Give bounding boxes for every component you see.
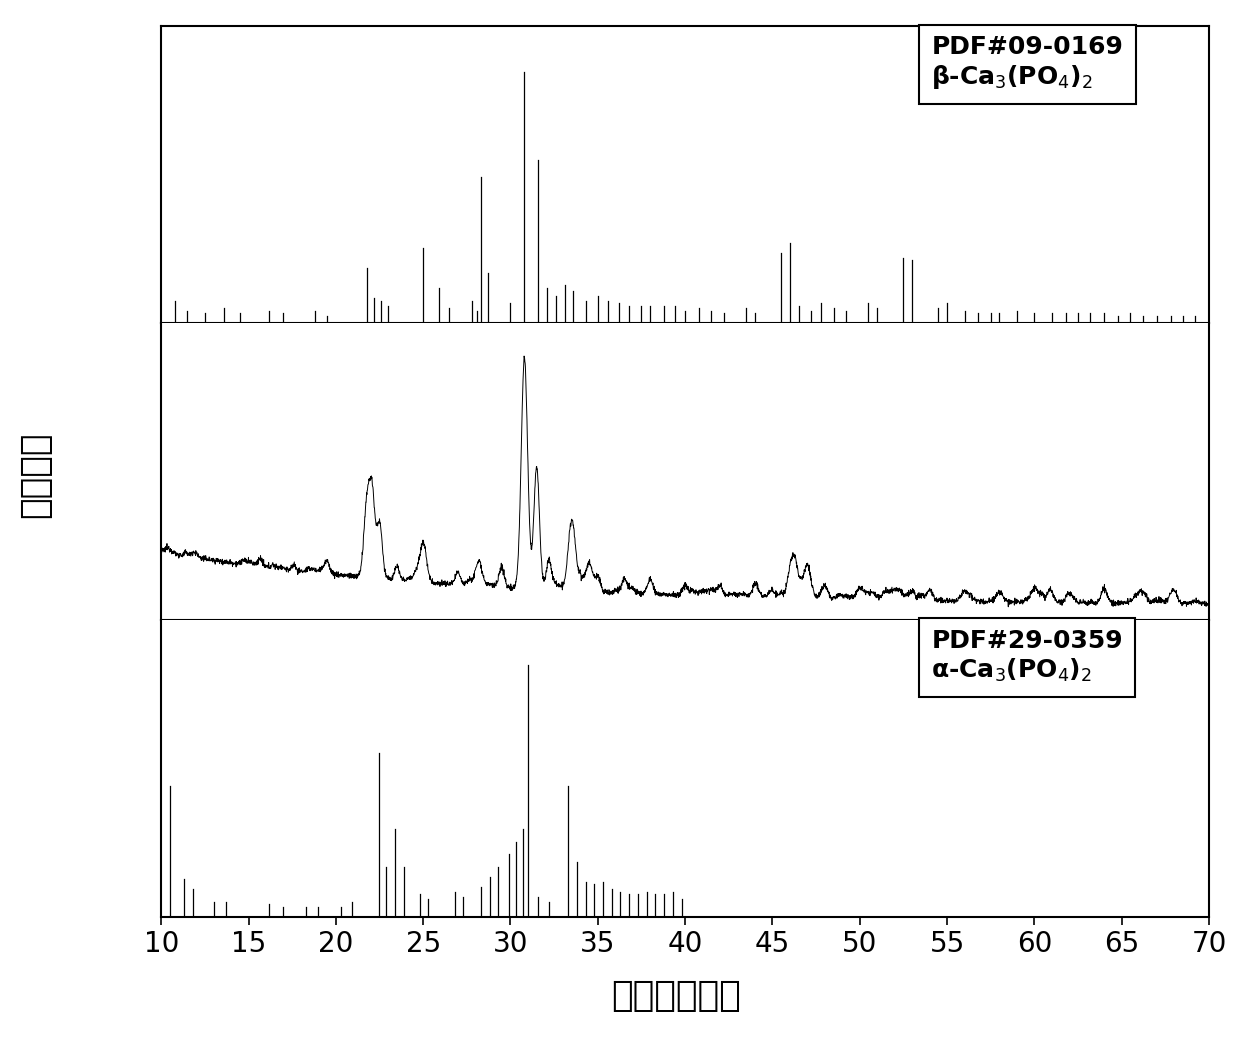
Text: PDF#09-0169
β-Ca$_3$(PO$_4$)$_2$: PDF#09-0169 β-Ca$_3$(PO$_4$)$_2$	[931, 35, 1123, 92]
Text: PDF#29-0359
α-Ca$_3$(PO$_4$)$_2$: PDF#29-0359 α-Ca$_3$(PO$_4$)$_2$	[931, 629, 1123, 684]
Text: 相对强度: 相对强度	[17, 431, 52, 518]
Text: 衍射角（度）: 衍射角（度）	[611, 979, 740, 1013]
